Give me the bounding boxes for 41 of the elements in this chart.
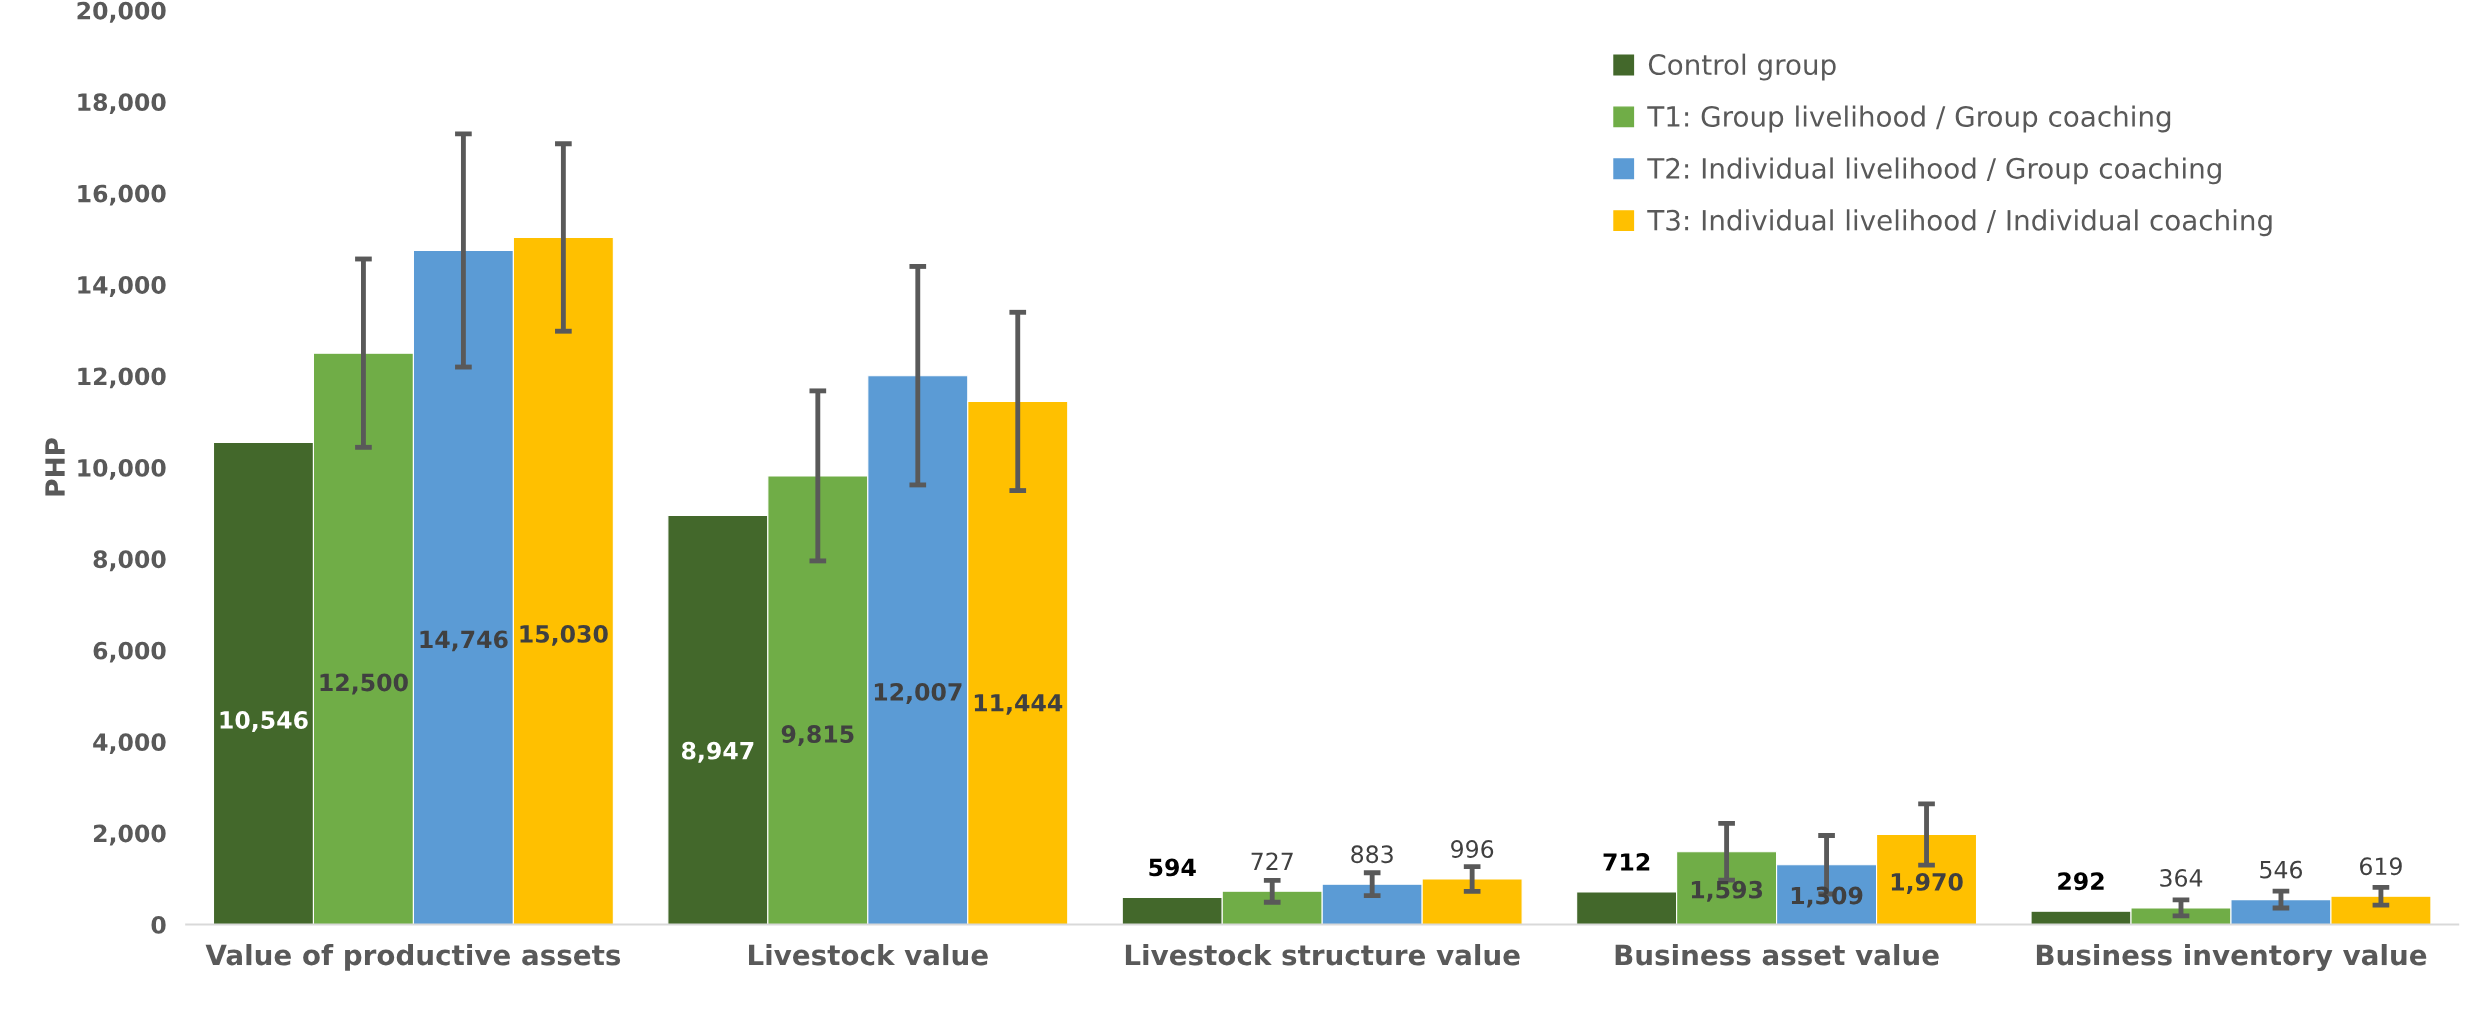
data-label: 1,309 — [1791, 886, 1863, 908]
y-tick-label: 16,000 — [78, 184, 166, 206]
data-label: 712 — [1603, 853, 1650, 871]
data-label: 11,444 — [974, 694, 1063, 715]
legend-label: T1: Group livelihood / Group coaching — [1647, 105, 2171, 133]
data-label: 996 — [1451, 840, 1494, 858]
y-tick-label: 10,000 — [78, 458, 166, 480]
data-label: 727 — [1251, 852, 1293, 870]
data-label: 1,970 — [1891, 873, 1963, 894]
y-tick-label: 12,000 — [78, 367, 166, 389]
y-tick-label: 14,000 — [78, 276, 166, 297]
x-tick-label: Business asset value — [1615, 943, 1939, 966]
data-label: 8,947 — [681, 741, 754, 763]
data-label: 14,746 — [420, 630, 508, 652]
data-label: 9,815 — [781, 725, 854, 746]
data-label: 594 — [1149, 858, 1196, 877]
legend-label: T3: Individual livelihood / Individual coaching — [1647, 209, 2272, 237]
legend-label: Control group — [1648, 53, 1836, 81]
y-tick-label: 8,000 — [93, 550, 166, 572]
data-label: 619 — [2360, 857, 2402, 876]
y-tick-label: 2,000 — [93, 824, 166, 846]
y-tick-label: 6,000 — [93, 641, 166, 663]
data-label: 12,500 — [320, 673, 408, 695]
data-label: 364 — [2160, 869, 2203, 887]
legend-label: T2: Individual livelihood / Group coaching — [1647, 157, 2221, 185]
x-tick-label: Livestock structure value — [1125, 943, 1520, 966]
data-label: 883 — [1351, 845, 1393, 864]
x-tick-label: Business inventory value — [2036, 943, 2427, 972]
y-tick-label: 4,000 — [93, 733, 166, 755]
y-tick-label: 20,000 — [77, 1, 166, 23]
data-label: 15,030 — [520, 624, 608, 646]
x-tick-label: Value of productive assets — [205, 943, 621, 971]
y-axis-title: PHP — [45, 438, 65, 496]
data-label: 546 — [2260, 860, 2302, 879]
data-label: 292 — [2058, 872, 2104, 891]
data-label: 1,593 — [1691, 880, 1763, 902]
y-tick-label: 0 — [151, 915, 166, 934]
data-label: 12,007 — [874, 683, 962, 704]
data-label: 10,546 — [220, 711, 308, 732]
x-tick-label: Livestock value — [749, 943, 988, 966]
y-tick-label: 18,000 — [78, 93, 166, 115]
